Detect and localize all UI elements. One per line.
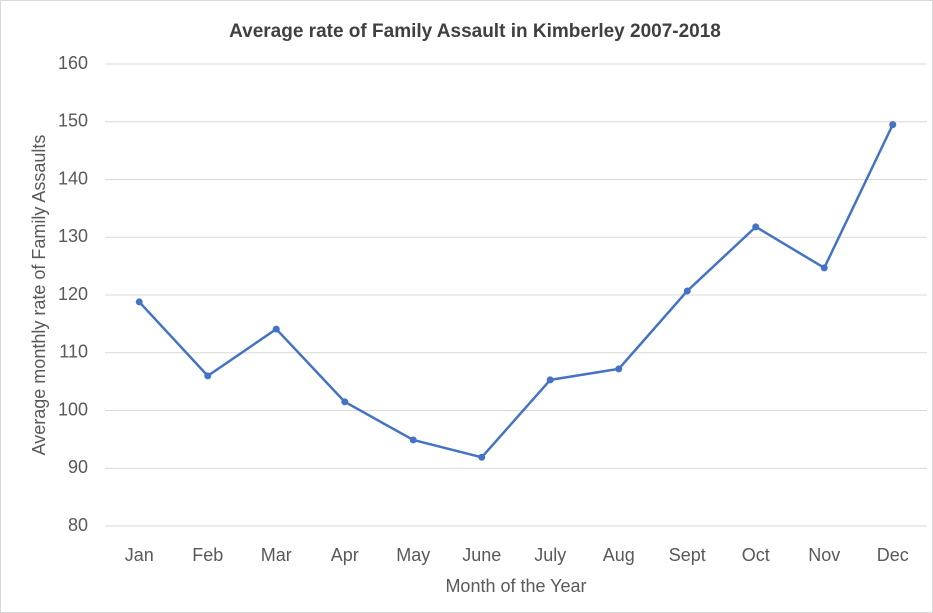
x-tick-label: Sept	[669, 545, 706, 565]
marker	[615, 365, 623, 373]
x-tick-label: May	[396, 545, 430, 565]
y-tick-label: 120	[58, 284, 88, 304]
y-tick-label: 160	[58, 53, 88, 73]
marker	[820, 264, 828, 272]
x-tick-label: June	[462, 545, 501, 565]
line	[138, 124, 894, 459]
y-axis-label: Average monthly rate of Family Assaults	[29, 135, 49, 456]
y-tick-label: 110	[59, 342, 88, 362]
marker	[683, 287, 691, 295]
marker	[341, 398, 349, 406]
x-tick-label: Aug	[603, 545, 635, 565]
x-tick-label: Jan	[125, 545, 154, 565]
marker	[272, 325, 280, 333]
x-tick-label: Nov	[808, 545, 840, 565]
marker	[409, 436, 417, 444]
y-tick-label: 150	[58, 111, 88, 131]
marker	[752, 223, 760, 231]
marker	[546, 376, 554, 384]
marker	[135, 298, 143, 306]
marker	[478, 453, 486, 461]
x-tick-label: Mar	[261, 545, 292, 565]
marker	[889, 121, 897, 129]
y-tick-label: 100	[58, 399, 88, 419]
y-tick-label: 130	[58, 226, 88, 246]
y-tick-label: 90	[68, 457, 88, 477]
y-tick-label: 80	[68, 515, 88, 535]
x-tick-label: Oct	[742, 545, 770, 565]
x-tick-label: Apr	[331, 545, 359, 565]
x-tick-label: Feb	[192, 545, 223, 565]
marker	[204, 372, 212, 380]
x-tick-label: July	[534, 545, 566, 565]
x-tick-label: Dec	[877, 545, 909, 565]
x-axis-label: Month of the Year	[445, 576, 586, 596]
y-tick-label: 140	[58, 168, 88, 188]
chart-title: Average rate of Family Assault in Kimber…	[229, 21, 721, 42]
